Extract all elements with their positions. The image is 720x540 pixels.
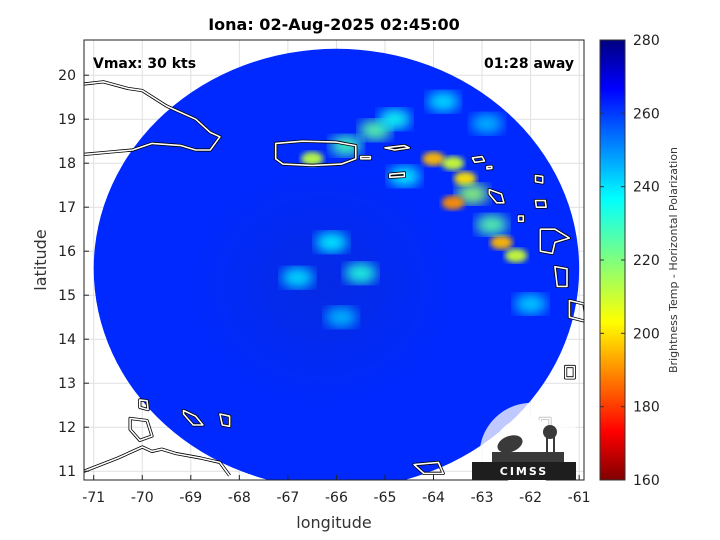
coastline-5 <box>471 155 486 164</box>
x-tick-label-0: -71 <box>82 490 105 506</box>
coastline-18 <box>129 417 153 442</box>
colorbar-tick-label-3: 220 <box>633 253 660 269</box>
tb-feature-4 <box>453 171 477 186</box>
colorbar-tick-label-1: 180 <box>633 400 660 416</box>
tb-feature-12 <box>344 263 377 284</box>
coastlines <box>84 80 584 477</box>
coastline-8 <box>534 199 547 208</box>
logo-text: CIMSS <box>500 465 548 478</box>
tb-feature-14 <box>281 267 314 288</box>
y-tick-label-0: 11 <box>58 464 76 480</box>
plot-area: -71 -70 -69 -68 -67 -66 -65 -64 -63 -62 -61 11 12 13… <box>58 39 591 506</box>
coastline-12 <box>554 265 568 288</box>
colorbar-label: Brightness Temp - Horizontal Polarizatio… <box>667 147 680 373</box>
storm-core <box>188 165 456 408</box>
y-tick-label-8: 19 <box>58 112 76 128</box>
coastline-7 <box>534 174 544 184</box>
tb-feature-13 <box>315 232 348 253</box>
coastline-19 <box>413 461 445 475</box>
x-tick-label-3: -68 <box>228 490 251 506</box>
y-axis-ticks: 11 12 13 14 15 16 17 18 19 20 <box>58 68 89 480</box>
tb-feature-9 <box>475 214 508 235</box>
x-tick-label-2: -69 <box>179 490 202 506</box>
water-tower-icon <box>543 425 557 439</box>
tb-feature-0 <box>300 151 324 166</box>
coastline-17 <box>84 446 231 477</box>
colorbar-gradient <box>599 39 626 481</box>
tb-feature-5 <box>456 184 489 204</box>
coastline-6 <box>486 165 493 170</box>
tb-feature-17 <box>378 109 411 130</box>
coastline-14 <box>139 399 149 411</box>
cimss-logo: CIMSS <box>472 402 576 486</box>
y-tick-label-1: 12 <box>58 420 76 436</box>
tb-feature-6 <box>441 195 465 210</box>
coastline-11 <box>517 215 525 223</box>
tb-feature-10 <box>330 135 363 156</box>
tb-feature-19 <box>470 113 503 134</box>
coastline-1 <box>274 140 357 167</box>
coastline-3 <box>384 144 411 151</box>
y-tick-label-4: 15 <box>58 288 76 304</box>
colorbar: 160 180 200 220 240 260 280 Brightness Temp - … <box>599 33 680 489</box>
x-tick-label-6: -65 <box>374 490 397 506</box>
x-tick-label-9: -62 <box>519 490 542 506</box>
tb-feature-16 <box>514 294 547 314</box>
y-tick-label-9: 20 <box>58 68 76 84</box>
coastline-0 <box>84 81 221 156</box>
x-axis-ticks: -71 -70 -69 -68 -67 -66 -65 -64 -63 -62 -61 <box>82 475 591 506</box>
colorbar-tick-label-5: 260 <box>633 106 660 122</box>
colorbar-tick-label-2: 200 <box>633 326 660 342</box>
coastline-10 <box>539 228 571 255</box>
coastline-4 <box>388 172 406 179</box>
coastline-13 <box>568 299 584 322</box>
tb-feature-7 <box>490 235 513 250</box>
colorbar-tick-label-6: 280 <box>633 33 660 49</box>
tb-feature-3 <box>441 156 465 171</box>
coastline-15 <box>182 409 204 426</box>
colorbar-tick-label-4: 240 <box>633 180 660 196</box>
tb-feature-15 <box>325 307 358 328</box>
y-tick-label-2: 13 <box>58 376 76 392</box>
x-tick-label-4: -67 <box>276 490 299 506</box>
coastline-2 <box>359 155 372 160</box>
x-axis-label: longitude <box>296 513 371 532</box>
tb-feature-8 <box>504 248 528 263</box>
coastline-16 <box>219 413 231 428</box>
chart-title: Iona: 02-Aug-2025 02:45:00 <box>208 15 460 34</box>
tb-feature-18 <box>427 91 460 112</box>
x-tick-label-7: -64 <box>422 490 445 506</box>
coastline-9 <box>488 188 505 204</box>
x-tick-label-1: -70 <box>131 490 154 506</box>
tb-feature-2 <box>422 151 445 166</box>
vmax-label: Vmax: 30 kts <box>93 56 196 72</box>
y-tick-label-5: 16 <box>58 244 76 260</box>
y-tick-label-7: 18 <box>58 156 76 172</box>
colorbar-tick-label-0: 160 <box>633 473 660 489</box>
y-tick-label-6: 17 <box>58 200 76 216</box>
axes-frame <box>83 39 585 481</box>
x-tick-label-5: -66 <box>325 490 348 506</box>
coastline-21 <box>564 365 576 379</box>
x-tick-label-8: -63 <box>471 490 494 506</box>
x-tick-label-10: -61 <box>568 490 591 506</box>
y-tick-label-3: 14 <box>58 332 76 348</box>
satellite-dish-icon <box>497 435 523 453</box>
y-axis-label: latitude <box>31 229 50 290</box>
time-away-label: 01:28 away <box>484 56 574 72</box>
logo-banner <box>472 462 576 480</box>
brightness-temp-swath <box>93 48 580 480</box>
colorbar-ticks: 160 180 200 220 240 260 280 <box>600 33 660 489</box>
